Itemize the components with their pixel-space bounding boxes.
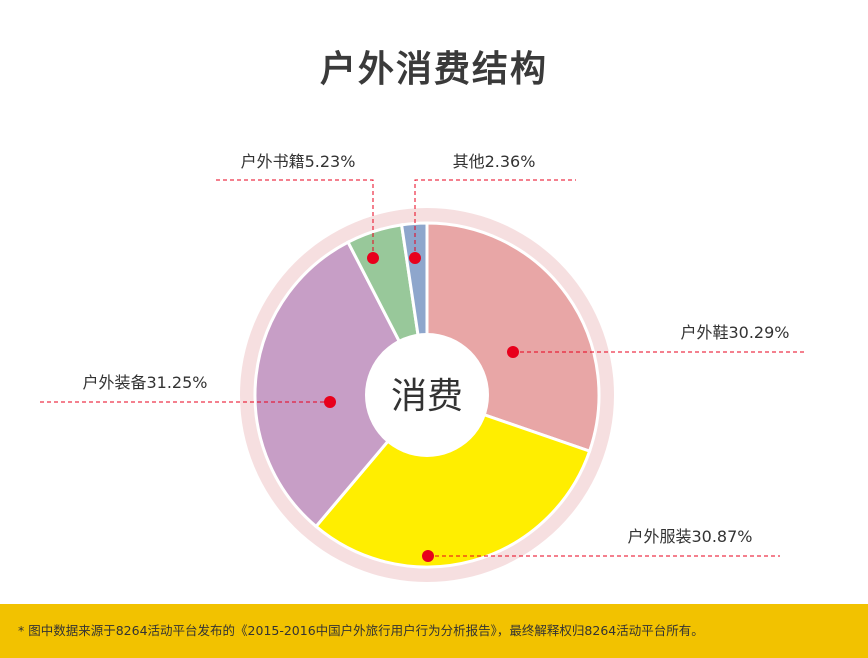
slice-label-0: 户外鞋30.29% xyxy=(680,323,789,342)
slice-label-3: 户外书籍5.23% xyxy=(241,152,356,171)
callout-dot-4 xyxy=(409,252,421,264)
pie-slice-1 xyxy=(313,393,592,569)
footer-bar xyxy=(0,604,868,658)
callout-dot-0 xyxy=(507,346,519,358)
callout-dot-3 xyxy=(367,252,379,264)
slice-label-1: 户外服装30.87% xyxy=(627,527,752,546)
callout-dot-1 xyxy=(422,550,434,562)
callout-line-4 xyxy=(414,179,576,258)
callouts: 户外鞋30.29% 户外服装30.87% 户外装备31.25% 户外书籍5.23% 其他… xyxy=(40,152,805,562)
callout-dot-2 xyxy=(324,396,336,408)
footer-note: * 图中数据来源于8264活动平台发布的《2015-2016中国户外旅行用户行为… xyxy=(18,623,704,638)
center-label: 消费 xyxy=(391,376,463,417)
chart-title: 户外消费结构 xyxy=(319,49,548,90)
callout-line-3 xyxy=(214,179,374,258)
slice-label-4: 其他2.36% xyxy=(453,152,536,171)
pie-center-circle xyxy=(365,333,489,457)
pie-chart: 消费 户外鞋30.29% 户外服装30.87% 户外装备31.25% 户外书籍5.23… xyxy=(40,152,805,582)
slice-label-2: 户外装备31.25% xyxy=(82,373,207,392)
